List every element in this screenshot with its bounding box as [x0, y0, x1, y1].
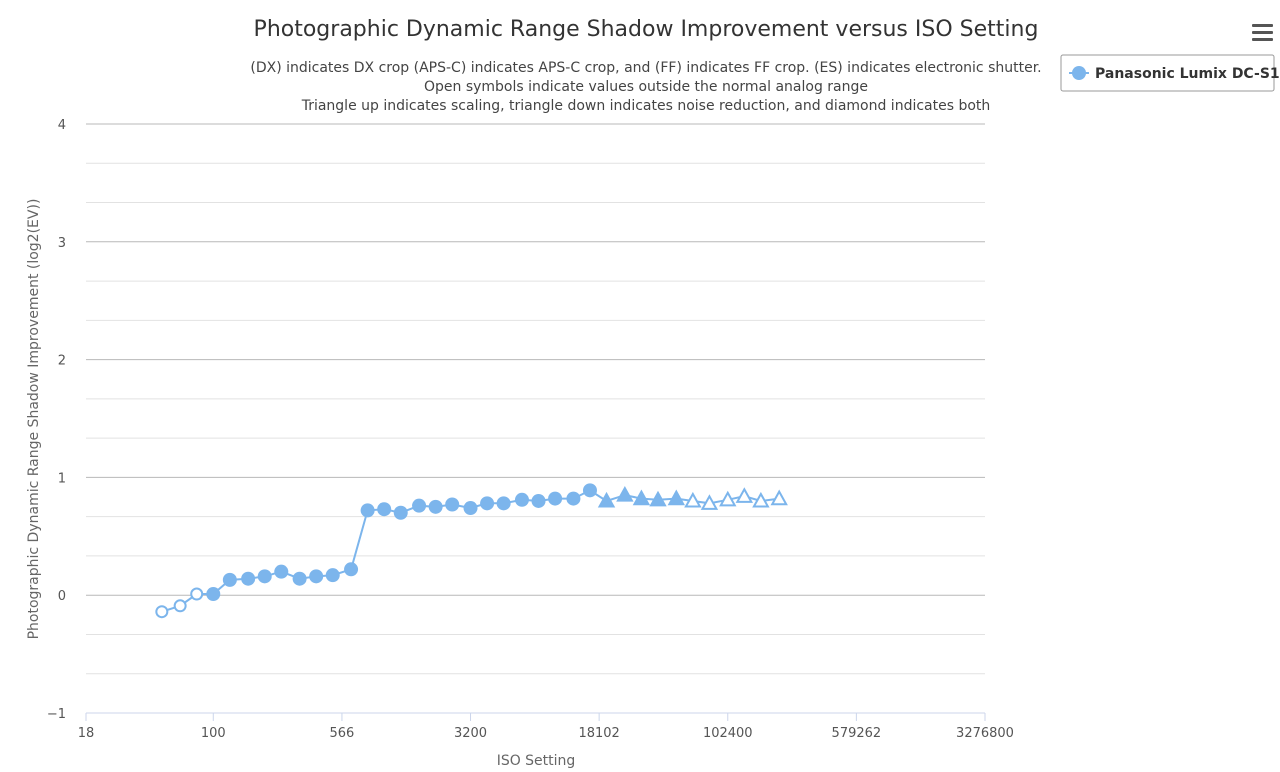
data-point-circle[interactable]: [206, 587, 221, 602]
y-tick-label: −1: [47, 707, 66, 722]
data-point-circle[interactable]: [428, 499, 443, 514]
chart-subtitle-line-2: Open symbols indicate values outside the…: [424, 79, 868, 95]
data-point-open-triangle[interactable]: [735, 487, 754, 503]
data-point-circle[interactable]: [412, 498, 427, 513]
legend-item-label[interactable]: Panasonic Lumix DC-S1: [1095, 66, 1280, 82]
data-point-circle[interactable]: [496, 496, 511, 511]
y-axis-ticks: 4 3 2 1 0 −1: [47, 118, 66, 722]
data-point-open-circle[interactable]: [155, 605, 169, 619]
y-tick-label: 1: [58, 471, 66, 486]
data-point-open-triangle[interactable]: [719, 490, 737, 507]
data-point-circle[interactable]: [514, 492, 529, 507]
legend[interactable]: Panasonic Lumix DC-S1: [1060, 54, 1280, 92]
data-point-circle[interactable]: [344, 562, 359, 577]
menu-bar-top: [1252, 24, 1273, 27]
x-tick-label: 3276800: [956, 726, 1014, 741]
y-axis-title: Photographic Dynamic Range Shadow Improv…: [26, 199, 42, 640]
data-point-circle[interactable]: [309, 569, 324, 584]
x-tick-label: 3200: [454, 726, 487, 741]
data-point-circle[interactable]: [566, 491, 581, 506]
x-tick-label: 566: [330, 726, 355, 741]
data-point-open-triangle[interactable]: [700, 494, 719, 510]
data-point-open-circle[interactable]: [190, 587, 204, 601]
data-point-triangle[interactable]: [616, 486, 634, 502]
legend-box: [1060, 54, 1275, 92]
data-point-circle[interactable]: [274, 564, 289, 579]
menu-bar-middle: [1252, 31, 1273, 34]
data-point-circle[interactable]: [531, 493, 546, 508]
data-point-circle[interactable]: [360, 503, 375, 518]
data-point-open-triangle[interactable]: [752, 491, 770, 508]
x-axis-title: ISO Setting: [497, 753, 576, 769]
legend-series-marker: [1072, 66, 1086, 80]
chart-subtitle-line-1: (DX) indicates DX crop (APS-C) indicates…: [250, 60, 1041, 76]
chart-title: Photographic Dynamic Range Shadow Improv…: [254, 17, 1039, 42]
chart-subtitle-line-3: Triangle up indicates scaling, triangle …: [301, 98, 991, 114]
data-point-circle[interactable]: [393, 505, 408, 520]
data-point-triangle[interactable]: [597, 491, 616, 508]
hamburger-menu-icon[interactable]: [1248, 20, 1276, 44]
x-tick-label: 18: [78, 726, 95, 741]
data-point-circle[interactable]: [582, 483, 597, 498]
data-point-open-triangle[interactable]: [684, 491, 702, 508]
data-point-open-circle[interactable]: [173, 599, 187, 613]
data-point-circle[interactable]: [257, 569, 272, 584]
x-axis: 18 100 566 3200 18102 102400 579262 3276800: [78, 712, 1014, 741]
data-point-triangle[interactable]: [632, 489, 651, 506]
y-tick-label: 2: [58, 354, 66, 369]
menu-bar-bottom: [1252, 38, 1273, 41]
data-point-open-triangle[interactable]: [770, 489, 788, 506]
data-point-circle[interactable]: [222, 572, 237, 587]
data-point-circle[interactable]: [325, 568, 340, 583]
data-point-circle[interactable]: [292, 571, 307, 586]
x-tick-label: 579262: [832, 726, 882, 741]
data-point-circle[interactable]: [548, 491, 563, 506]
x-tick-label: 18102: [578, 726, 619, 741]
y-tick-label: 0: [58, 589, 66, 604]
data-point-triangle[interactable]: [667, 489, 686, 506]
data-point-circle[interactable]: [463, 501, 478, 516]
data-point-circle[interactable]: [241, 571, 256, 586]
series-panasonic-lumix-dc-s1[interactable]: [155, 483, 788, 619]
x-tick-label: 102400: [703, 726, 753, 741]
grid-lines: [86, 123, 985, 714]
x-tick-label: 100: [201, 726, 226, 741]
data-point-circle[interactable]: [377, 502, 392, 517]
y-tick-label: 3: [58, 236, 66, 251]
data-point-triangle[interactable]: [649, 490, 667, 507]
data-point-circle[interactable]: [480, 496, 495, 511]
y-tick-label: 4: [58, 118, 66, 133]
data-point-circle[interactable]: [445, 497, 460, 512]
